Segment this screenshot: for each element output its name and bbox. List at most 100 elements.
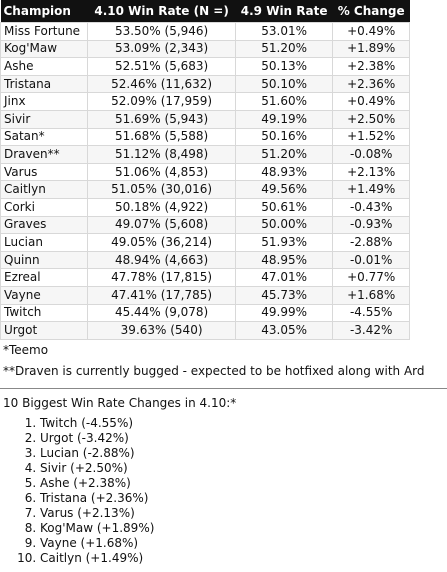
table-row: Tristana 52.46% (11,632) 50.10% +2.36% [0,74,410,94]
table-cell: Varus [0,162,89,182]
table-cell: Corki [0,197,89,217]
table-cell: Jinx [0,92,89,111]
table-cell: Ashe [0,57,89,76]
table-cell: Quinn [0,250,89,270]
table-cell: -0.01% [332,250,410,270]
table-cell: 48.94% (4,663) [87,250,236,270]
table-cell: Caitlyn [0,180,89,199]
header-cell: Champion [0,0,88,23]
table-cell: 49.56% [234,180,334,199]
table-row: Graves 49.07% (5,608) 50.00% -0.93% [0,215,410,235]
table-cell: 45.73% [234,285,334,305]
note: *Teemo [3,342,49,357]
table-cell: 50.18% (4,922) [87,197,236,217]
table-cell: 50.61% [234,197,334,217]
table-cell: +2.50% [332,109,410,129]
table-cell: 51.06% (4,853) [87,162,236,182]
table-cell: 48.93% [234,162,334,182]
list-item: Varus (+2.13%) [40,506,447,521]
table-cell: +0.49% [332,92,410,111]
table-row: Jinx 52.09% (17,959) 51.60% +0.49% [0,92,410,111]
table-cell: 51.68% (5,588) [87,127,236,147]
table-row: Urgot 39.63% (540) 43.05% -3.42% [0,321,410,340]
table-row: Satan* 51.68% (5,588) 50.16% +1.52% [0,127,410,147]
table-cell: Graves [0,215,89,235]
table-cell: 47.41% (17,785) [87,285,236,305]
table-cell: Kog'Maw [0,39,89,59]
table-cell: Draven** [0,145,89,164]
list-title: 10 Biggest Win Rate Changes in 4.10:* [3,395,237,410]
table-cell: 49.05% (36,214) [87,233,236,252]
table-cell: 51.69% (5,943) [87,109,236,129]
table-cell: 52.09% (17,959) [87,92,236,111]
table-row: Draven** 51.12% (8,498) 51.20% -0.08% [0,145,410,164]
table-cell: 50.13% [234,57,334,76]
table-row: Ashe 52.51% (5,683) 50.13% +2.38% [0,57,410,76]
list-item: Caitlyn (+1.49%) [40,551,447,566]
table-cell: +0.77% [332,268,410,287]
table-cell: 53.09% (2,343) [87,39,236,59]
table-row: Caitlyn 51.05% (30,016) 49.56% +1.49% [0,180,410,199]
table-cell: Ezreal [0,268,89,287]
table-cell: 51.20% [234,39,334,59]
table-cell: 49.19% [234,109,334,129]
table-cell: 50.16% [234,127,334,147]
table-cell: +0.49% [332,22,410,41]
table-cell: +1.49% [332,180,410,199]
header-cell: % Change [332,0,410,23]
list-item: Kog'Maw (+1.89%) [40,521,447,536]
table-row: Lucian 49.05% (36,214) 51.93% -2.88% [0,233,410,252]
table-row: Kog'Maw 53.09% (2,343) 51.20% +1.89% [0,39,410,59]
table-cell: 49.07% (5,608) [87,215,236,235]
table-cell: 39.63% (540) [87,321,236,340]
table-cell: +2.38% [332,57,410,76]
table-cell: 47.78% (17,815) [87,268,236,287]
divider [0,387,447,389]
table-cell: 50.00% [234,215,334,235]
table-cell: 53.01% [234,22,334,41]
list-item: Ashe (+2.38%) [40,476,447,491]
table-cell: Miss Fortune [0,22,89,41]
table-cell: 53.50% (5,946) [87,22,236,41]
table-row: Sivir 51.69% (5,943) 49.19% +2.50% [0,109,410,129]
notes: *Teemo **Draven is currently bugged - exp… [0,340,447,382]
table-cell: +1.89% [332,39,410,59]
table-cell: 47.01% [234,268,334,287]
table-cell: -0.93% [332,215,410,235]
note: **Draven is currently bugged - expected … [3,363,425,378]
table-cell: -4.55% [332,303,410,323]
table-cell: +1.52% [332,127,410,147]
table-cell: Urgot [0,321,89,340]
table-cell: +2.13% [332,162,410,182]
table-cell: 52.46% (11,632) [87,74,236,94]
table-cell: 48.95% [234,250,334,270]
table-cell: Tristana [0,74,89,94]
table-cell: -0.08% [332,145,410,164]
table-cell: 50.10% [234,74,334,94]
table-row: Ezreal 47.78% (17,815) 47.01% +0.77% [0,268,410,287]
list-item: Lucian (-2.88%) [40,446,447,461]
table-cell: 51.05% (30,016) [87,180,236,199]
table-cell: 51.60% [234,92,334,111]
changes-list: Twitch (-4.55%)Urgot (-3.42%)Lucian (-2.… [0,416,447,566]
table-row: Twitch 45.44% (9,078) 49.99% -4.55% [0,303,410,323]
table-row: Miss Fortune 53.50% (5,946) 53.01% +0.49% [0,22,410,41]
table-row: Corki 50.18% (4,922) 50.61% -0.43% [0,197,410,217]
table-cell: 49.99% [234,303,334,323]
table-cell: Lucian [0,233,89,252]
table-cell: +1.68% [332,285,410,305]
table-row: Quinn 48.94% (4,663) 48.95% -0.01% [0,250,410,270]
table-cell: Satan* [0,127,89,147]
table-cell: 45.44% (9,078) [87,303,236,323]
table-cell: 51.93% [234,233,334,252]
table-cell: 52.51% (5,683) [87,57,236,76]
table-cell: -3.42% [332,321,410,340]
table-cell: Vayne [0,285,89,305]
table-cell: +2.36% [332,74,410,94]
table-row: Vayne 47.41% (17,785) 45.73% +1.68% [0,285,410,305]
table-row: Varus 51.06% (4,853) 48.93% +2.13% [0,162,410,182]
table-cell: 51.20% [234,145,334,164]
table-cell: 43.05% [234,321,334,340]
table-cell: -0.43% [332,197,410,217]
